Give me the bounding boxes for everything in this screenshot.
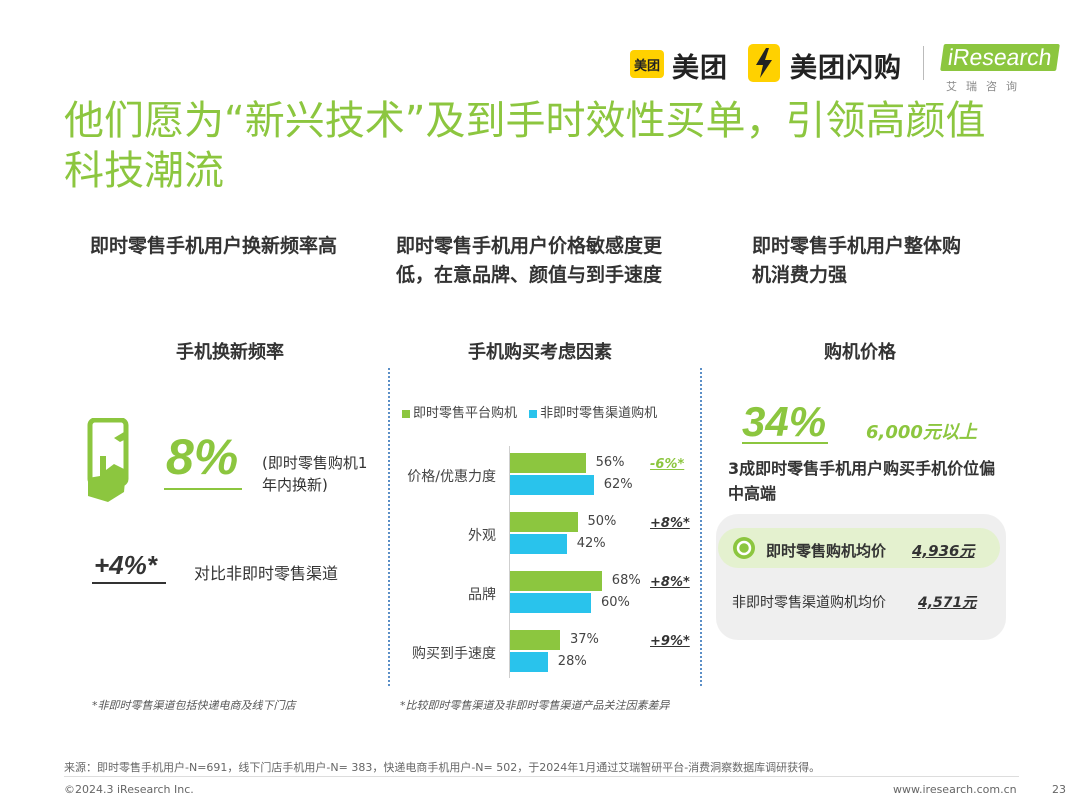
renewal-rate-value: 8% — [166, 429, 239, 485]
legend-label-series-2: 非即时零售渠道购机 — [540, 406, 658, 421]
chart-category-label: 价格/优惠力度 — [407, 469, 496, 485]
chart-bar — [510, 534, 567, 554]
price-pct-underline — [742, 442, 828, 444]
chart-value-label: 68% — [611, 573, 641, 588]
page-title: 他们愿为“新兴技术”及到手时效性买单，引领高颜值科技潮流 — [64, 98, 986, 194]
legend-swatch-series-1 — [402, 409, 410, 418]
avg-price-other-label: 非即时零售渠道购机均价 — [732, 595, 886, 611]
chart-bar — [510, 652, 548, 672]
chart-bar — [510, 630, 560, 650]
chart-axis — [509, 446, 510, 678]
chart-bar — [510, 593, 591, 613]
left-subtitle: 手机换新频率 — [176, 342, 284, 363]
right-subtitle: 购机价格 — [824, 342, 896, 363]
website-link[interactable]: www.iresearch.com.cn — [893, 783, 1017, 796]
chart-value-label: 37% — [569, 632, 599, 647]
chart-legend: 即时零售平台购机 非即时零售渠道购机 — [402, 402, 657, 421]
page-number: 23 — [1052, 783, 1066, 796]
renewal-rate-underline — [164, 488, 242, 490]
avg-price-instant-label: 即时零售购机均价 — [766, 542, 887, 560]
compare-underline — [92, 582, 166, 584]
iresearch-logo: iResearch — [940, 44, 1060, 71]
avg-price-highlight — [718, 528, 1000, 568]
column-1-heading: 即时零售手机用户换新频率高 — [90, 235, 338, 257]
iresearch-logo-cn: 艾瑞咨询 — [946, 80, 1026, 93]
avg-price-instant-value: 4,936元 — [912, 542, 975, 560]
phone-hand-icon — [87, 418, 129, 502]
meituan-logo-icon: 美团 — [630, 50, 664, 78]
lightning-icon — [748, 44, 780, 82]
chart-category-label: 外观 — [468, 528, 496, 544]
column-2-heading: 即时零售手机用户价格敏感度更低，在意品牌、颜值与到手速度 — [396, 235, 663, 286]
logo-divider — [923, 46, 924, 80]
chart-value-label: 50% — [587, 514, 617, 529]
shangou-logo-text: 美团闪购 — [790, 53, 902, 84]
price-pct-desc: 6,000元以上 — [866, 422, 977, 443]
chart-bar — [510, 453, 586, 473]
chart-category-label: 品牌 — [468, 587, 496, 603]
coin-icon — [733, 537, 755, 559]
chart-diff-label: -6%* — [650, 457, 685, 472]
chart-diff-label: +9%* — [650, 634, 690, 649]
chart-bar — [510, 571, 602, 591]
compare-value: +4%* — [94, 550, 157, 580]
chart-value-label: 60% — [601, 595, 630, 610]
meituan-logo-text: 美团 — [672, 53, 728, 84]
legend-swatch-series-2 — [529, 409, 538, 418]
left-footnote: *非即时零售渠道包括快递电商及线下门店 — [92, 699, 296, 712]
legend-label-series-1: 即时零售平台购机 — [413, 406, 518, 421]
price-pct-value: 34% — [742, 398, 827, 445]
chart-category-label: 购买到手速度 — [412, 646, 496, 662]
chart-value-label: 62% — [603, 477, 633, 492]
column-divider-left — [388, 368, 390, 686]
chart-bar — [510, 512, 578, 532]
compare-desc: 对比非即时零售渠道 — [194, 564, 339, 583]
chart-diff-label: +8%* — [650, 575, 690, 590]
column-divider-right — [700, 368, 702, 686]
price-summary: 3成即时零售手机用户购买手机价位偏中高端 — [728, 459, 996, 503]
chart-bar — [510, 475, 594, 495]
chart-value-label: 28% — [557, 654, 587, 669]
copyright: ©2024.3 iResearch Inc. — [64, 783, 194, 796]
chart-diff-label: +8%* — [650, 516, 690, 531]
chart-value-label: 42% — [576, 536, 606, 551]
source-note: 来源：即时零售手机用户-N=691，线下门店手机用户-N= 383，快递电商手机… — [64, 761, 821, 774]
avg-price-other-value: 4,571元 — [918, 595, 977, 611]
chart-value-label: 56% — [595, 455, 625, 470]
middle-footnote: *比较即时零售渠道及非即时零售渠道产品关注因素差异 — [400, 699, 670, 712]
middle-subtitle: 手机购买考虑因素 — [468, 342, 612, 363]
footer-divider — [64, 776, 1019, 777]
column-3-heading: 即时零售手机用户整体购机消费力强 — [752, 235, 962, 286]
renewal-rate-desc: (即时零售购机1年内换新) — [262, 454, 368, 494]
